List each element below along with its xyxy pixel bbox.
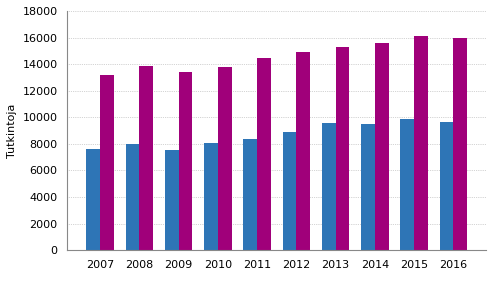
Bar — [375, 44, 388, 250]
Bar — [440, 122, 453, 250]
Bar — [414, 35, 428, 250]
Bar — [126, 145, 140, 250]
Bar — [140, 66, 153, 250]
Bar — [165, 150, 178, 250]
Bar — [322, 123, 336, 250]
Bar — [282, 132, 296, 250]
Bar — [100, 75, 114, 250]
Bar — [296, 52, 310, 250]
Bar — [336, 48, 350, 250]
Y-axis label: Tutkintoja: Tutkintoja — [7, 103, 17, 158]
Bar — [218, 67, 232, 250]
Bar — [244, 139, 257, 250]
Bar — [400, 119, 414, 250]
Bar — [453, 38, 467, 250]
Bar — [361, 124, 375, 250]
Bar — [257, 58, 271, 250]
Bar — [178, 72, 192, 250]
Bar — [86, 149, 100, 250]
Bar — [204, 143, 218, 250]
